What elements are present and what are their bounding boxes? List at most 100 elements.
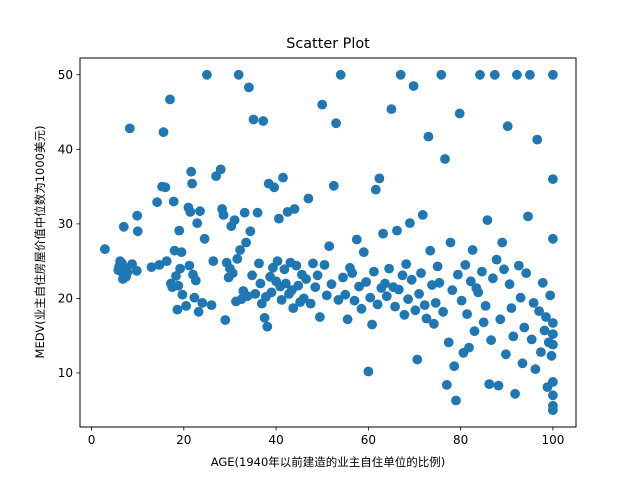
data-point [406,274,417,285]
data-point [317,99,328,110]
data-point [478,317,489,328]
data-point [215,164,226,175]
data-point [416,268,426,278]
data-point [331,118,341,129]
data-point [456,295,467,306]
data-point [254,258,264,269]
data-point [301,274,311,284]
data-point [467,245,478,255]
data-point [401,259,412,269]
data-point [438,306,448,317]
data-point [521,268,532,278]
data-point [303,193,314,204]
data-point [412,354,423,365]
data-point [239,207,250,218]
data-point [193,306,204,317]
data-point [436,69,447,80]
data-point [499,264,509,275]
data-point [501,349,511,360]
data-point [262,321,273,332]
data-point [397,270,408,281]
data-point [453,269,463,280]
data-point [168,196,179,207]
data-point [430,298,441,308]
data-point [356,303,367,314]
data-point [548,69,558,80]
data-point [530,364,541,375]
data-point [195,206,205,217]
data-point [328,180,339,191]
data-point [278,172,288,183]
data-point [432,261,443,272]
data-point [380,278,390,289]
data-point [425,245,436,256]
data-point [515,292,526,303]
data-point [548,233,558,244]
data-point [235,245,246,255]
data-point [280,278,291,289]
data-point [548,329,558,340]
data-point [202,69,212,80]
data-point [489,69,500,80]
data-point [244,82,254,93]
data-point [473,287,484,298]
data-point [410,305,421,316]
data-point [534,306,544,316]
data-point [365,292,376,303]
data-point [491,254,502,265]
data-point [272,256,283,266]
data-point [100,244,110,255]
data-point [118,221,129,232]
data-point [381,291,392,302]
data-point [199,233,210,244]
x-axis-label: AGE(1940年以前建造的业主自住单位的比例) [211,455,446,469]
data-point [532,134,543,145]
data-point [291,260,302,271]
data-point [548,174,558,185]
y-tick-label: 30 [58,217,73,231]
data-point [517,358,528,369]
data-point [173,280,184,291]
data-point [441,380,452,390]
data-point [403,294,413,305]
data-point [181,301,192,311]
data-point [305,298,316,309]
data-point [245,226,256,237]
data-point [548,400,558,411]
data-point [513,260,524,271]
data-point [289,204,300,214]
data-point [454,108,465,119]
data-point [390,301,400,312]
data-point [351,234,362,245]
data-point [449,361,460,372]
data-point [165,94,175,105]
data-point [171,271,181,281]
data-point [255,278,266,289]
data-point [250,289,261,299]
data-point [274,213,284,224]
data-point [447,285,458,296]
data-points [100,69,558,416]
data-point [548,339,558,350]
data-point [176,247,187,258]
data-point [233,69,244,80]
data-point [338,272,348,283]
data-point [122,267,133,278]
data-point [393,284,404,295]
data-point [419,300,430,310]
data-point [308,258,318,269]
data-point [192,218,203,229]
data-point [342,314,353,325]
data-point [548,318,558,328]
y-tick-label: 20 [58,291,73,305]
data-point [506,303,517,313]
data-point [197,298,208,308]
data-point [480,301,491,311]
x-tick-label: 40 [268,433,283,447]
data-point [160,182,171,193]
data-point [227,268,238,278]
data-point [548,390,558,401]
data-point [252,207,263,218]
data-point [405,218,415,229]
